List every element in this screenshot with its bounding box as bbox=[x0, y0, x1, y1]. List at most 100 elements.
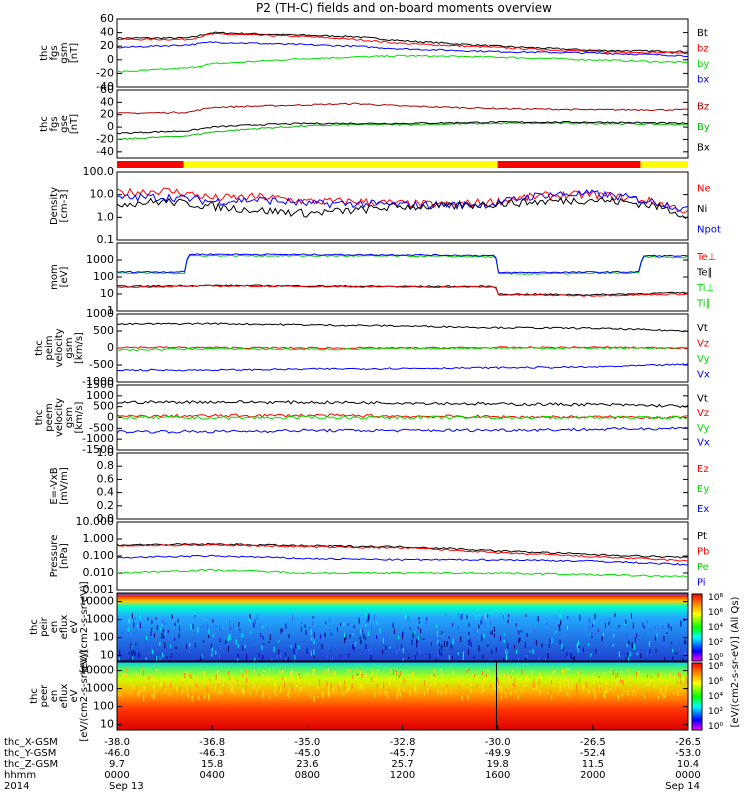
y-tick-label: -40 bbox=[96, 80, 114, 93]
y-axis-label: [eV] bbox=[59, 267, 70, 288]
legend-label: Ne bbox=[697, 183, 711, 194]
x-tick-label: 2000 bbox=[580, 770, 605, 781]
legend-label: Bx bbox=[697, 143, 710, 154]
y-tick-label: -500 bbox=[89, 421, 114, 434]
y-axis-label: velocity bbox=[54, 328, 65, 367]
y-tick-label: 1 bbox=[107, 304, 114, 317]
series-line-by bbox=[116, 54, 689, 73]
x-axis-row-label: thc_Y-GSM bbox=[4, 748, 56, 759]
series-line-Ni bbox=[116, 196, 689, 220]
x-tick-label: 0400 bbox=[199, 770, 224, 781]
y-tick-label: 0.001 bbox=[83, 583, 115, 596]
colorbar-tick: 10⁸ bbox=[708, 593, 723, 603]
series-line-Npot bbox=[116, 189, 689, 212]
legend-label: Vy bbox=[697, 354, 710, 365]
x-tick-label: -49.9 bbox=[485, 748, 511, 759]
colorbar-tick: 10⁶ bbox=[708, 677, 723, 687]
y-tick-label: -20 bbox=[96, 66, 114, 79]
series-line-Bx bbox=[116, 120, 689, 135]
colorbar-upper bbox=[691, 593, 703, 662]
series-line-Pi bbox=[116, 554, 689, 566]
y-axis-label: peim bbox=[44, 335, 55, 360]
legend-label: Pe bbox=[697, 562, 709, 573]
y-axis-label: E=-VxB bbox=[49, 467, 60, 504]
y-axis-label: eV bbox=[69, 620, 80, 633]
y-tick-label: 1000 bbox=[86, 307, 114, 320]
legend-label: Bt bbox=[697, 28, 708, 39]
x-axis-row-label: hhmm bbox=[4, 770, 36, 781]
x-tick-label: 1600 bbox=[485, 770, 510, 781]
y-axis-label: Density bbox=[49, 187, 60, 225]
mode-bar-segment bbox=[117, 161, 184, 168]
y-axis-label: [cm-3] bbox=[59, 189, 70, 222]
legend-label: Pi bbox=[697, 577, 706, 588]
series-line-Te∥ bbox=[116, 284, 689, 296]
y-tick-label: 100 bbox=[93, 270, 114, 283]
legend-label: Vt bbox=[697, 393, 708, 404]
colorbar-lower bbox=[691, 662, 703, 731]
legend-label: Ey bbox=[697, 484, 709, 495]
y-tick-label: 0.100 bbox=[83, 549, 115, 562]
legend-label: By bbox=[697, 122, 710, 133]
y-tick-label: 10 bbox=[100, 718, 114, 731]
x-tick-label: Sep 14 bbox=[665, 781, 700, 792]
legend-label: by bbox=[697, 59, 709, 70]
y-axis-label: [nT] bbox=[69, 114, 80, 134]
y-tick-label: -20 bbox=[96, 132, 114, 145]
panel-frame bbox=[116, 171, 689, 241]
legend-label: Ex bbox=[697, 504, 709, 515]
series-line-Vt bbox=[117, 400, 689, 408]
colorbar-tick: 10⁸ bbox=[708, 662, 723, 672]
x-tick-label: 19.8 bbox=[487, 759, 509, 770]
series-line-Vy bbox=[116, 415, 689, 421]
x-axis-row-label: 2014 bbox=[4, 781, 29, 792]
y-tick-label: 0 bbox=[107, 341, 114, 354]
y-axis-label: eflux bbox=[59, 615, 70, 640]
legend-label: Vy bbox=[697, 423, 710, 434]
x-tick-label: 0000 bbox=[104, 770, 129, 781]
legend-label: Bz bbox=[697, 101, 709, 112]
y-axis-label: thc bbox=[29, 619, 40, 635]
x-tick-label: -53.0 bbox=[675, 748, 701, 759]
series-line-Ne bbox=[116, 187, 689, 214]
x-tick-label: -52.4 bbox=[580, 748, 606, 759]
y-tick-label: 1000 bbox=[86, 253, 114, 266]
y-tick-label: 0.4 bbox=[97, 486, 115, 499]
y-tick-label: 0.6 bbox=[97, 472, 115, 485]
y-axis-label: fgs bbox=[49, 116, 60, 131]
y-axis-label: [eV/(cm2-s-sr-eV)] bbox=[79, 581, 90, 672]
y-axis-label: gsm bbox=[59, 42, 70, 63]
y-tick-label: 0 bbox=[107, 411, 114, 424]
y-axis-label: [nPa] bbox=[59, 543, 70, 569]
spectrogram-fill bbox=[117, 662, 688, 730]
mode-bar-segment bbox=[640, 161, 689, 168]
mode-bar-segment bbox=[497, 161, 641, 168]
y-axis-label: [km/s] bbox=[74, 401, 85, 433]
y-tick-label: 1500 bbox=[86, 378, 114, 391]
series-line-Vy bbox=[116, 346, 689, 352]
y-axis-label: gsm bbox=[64, 407, 75, 428]
y-tick-label: 10000 bbox=[79, 595, 114, 608]
y-axis-label: gse bbox=[59, 115, 70, 133]
legend-label: Vz bbox=[697, 338, 709, 349]
y-tick-label: 10.000 bbox=[76, 515, 115, 528]
x-tick-label: 23.6 bbox=[296, 759, 318, 770]
y-tick-label: -40 bbox=[96, 145, 114, 158]
y-axis-label: thc bbox=[29, 688, 40, 704]
panel-frame bbox=[116, 18, 689, 88]
y-axis-label: en bbox=[49, 690, 60, 703]
y-tick-label: 100.0 bbox=[83, 165, 115, 178]
y-tick-label: 100 bbox=[93, 700, 114, 713]
colorbar-tick: 10⁶ bbox=[708, 608, 723, 618]
x-tick-label: -46.3 bbox=[199, 748, 225, 759]
y-tick-label: 60 bbox=[100, 12, 114, 25]
x-tick-label: -32.8 bbox=[390, 737, 416, 748]
legend-label: Vz bbox=[697, 408, 709, 419]
series-line-By bbox=[116, 122, 689, 141]
series-line-bz bbox=[116, 32, 689, 55]
